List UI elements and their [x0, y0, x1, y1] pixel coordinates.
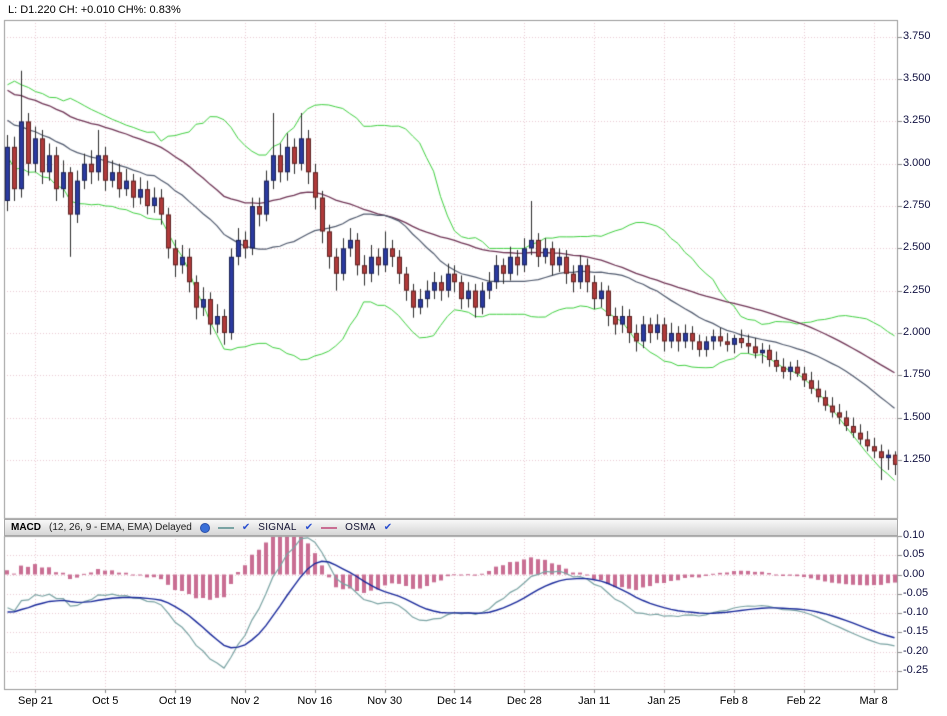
indicator-bar: MACD (12, 26, 9 - EMA, EMA) Delayed ✔ SI…	[4, 519, 898, 536]
x-axis-label: Dec 14	[437, 695, 472, 707]
x-axis-label: Nov 2	[230, 695, 260, 707]
delayed-data-icon[interactable]	[199, 522, 210, 533]
x-axis-label: Feb 8	[719, 695, 748, 707]
price-axis-label: 3.000	[903, 156, 931, 169]
quote-readout: L: D1.220 CH: +0.010 CH%: 0.83%	[8, 4, 181, 16]
x-axis-label: Mar 8	[859, 695, 888, 707]
x-axis-label: Oct 5	[92, 695, 119, 707]
price-axis-label: 2.500	[903, 241, 931, 254]
price-axis-label: 1.500	[903, 410, 931, 423]
price-axis-label: 2.250	[903, 283, 931, 296]
macd-axis-label: 0.10	[903, 529, 925, 541]
macd-visibility-check-icon[interactable]: ✔	[241, 521, 251, 533]
macd-axis-label: -0.15	[903, 625, 929, 638]
x-axis-label: Nov 16	[297, 695, 333, 707]
indicator-title: MACD	[11, 522, 41, 533]
price-axis-label: 2.000	[903, 325, 931, 338]
x-axis-label: Sep 21	[17, 695, 53, 707]
indicator-params: (12, 26, 9 - EMA, EMA) Delayed	[49, 522, 192, 533]
signal-legend-label: SIGNAL	[258, 522, 297, 533]
price-axis-label: 3.750	[903, 29, 931, 42]
macd-line-swatch	[217, 526, 234, 529]
macd-axis-label: 0.00	[903, 567, 925, 580]
price-axis-label: 2.750	[903, 199, 931, 212]
signal-visibility-check-icon[interactable]: ✔	[304, 521, 314, 533]
macd-axis-label: -0.05	[903, 586, 929, 599]
osma-swatch	[321, 526, 338, 529]
macd-axis-label: -0.10	[903, 606, 929, 618]
x-axis-label: Oct 19	[158, 695, 192, 707]
macd-axis-label: 0.05	[903, 548, 925, 561]
price-axis-label: 1.250	[903, 452, 931, 465]
price-axis-label: 3.500	[903, 72, 931, 85]
price-axis-label: 3.250	[903, 114, 931, 127]
osma-legend-label: OSMA	[345, 522, 376, 533]
x-axis-label: Jan 25	[647, 695, 681, 707]
x-axis-label: Feb 22	[786, 695, 821, 707]
macd-axis-label: -0.20	[903, 644, 929, 657]
macd-axis-label: -0.25	[903, 663, 929, 676]
price-axis-label: 1.750	[903, 368, 931, 381]
x-axis-label: Dec 28	[506, 695, 542, 707]
osma-visibility-check-icon[interactable]: ✔	[383, 521, 393, 533]
x-axis-label: Nov 30	[367, 695, 403, 707]
x-axis-label: Jan 11	[578, 695, 611, 707]
